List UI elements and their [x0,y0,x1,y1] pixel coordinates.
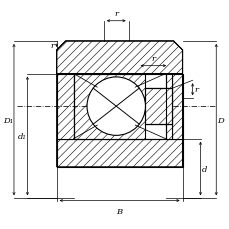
Text: r: r [151,55,155,62]
Polygon shape [56,139,182,167]
Circle shape [87,78,145,136]
Text: r: r [194,86,198,94]
Polygon shape [145,89,172,125]
Text: B: B [116,207,122,215]
Text: D: D [216,116,223,124]
Polygon shape [56,42,182,74]
Text: d: d [201,165,206,173]
Polygon shape [73,74,172,139]
Text: r: r [114,10,118,18]
Text: r: r [50,42,54,50]
Polygon shape [172,74,182,139]
Text: d₁: d₁ [17,132,26,140]
Text: D₁: D₁ [3,116,13,124]
Polygon shape [56,74,73,139]
